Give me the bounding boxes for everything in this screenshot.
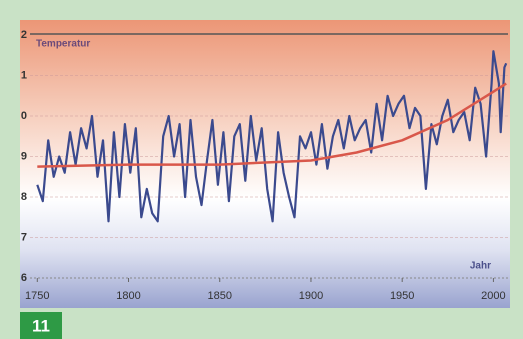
y-tick-label: 9 — [21, 150, 27, 162]
x-tick-label: 1900 — [299, 290, 323, 302]
x-tick-label: 1800 — [116, 290, 140, 302]
y-tick-label: 2 — [21, 29, 27, 41]
y-tick-label: 8 — [21, 191, 27, 203]
y-tick-label: 0 — [21, 110, 27, 122]
badge — [20, 312, 62, 339]
series-line — [37, 82, 507, 168]
annotation: Temperatur — [36, 39, 90, 50]
y-tick-label: 1 — [21, 69, 27, 81]
series-line — [36, 50, 508, 223]
y-tick-label: 6 — [21, 272, 27, 284]
y-tick-label: 7 — [21, 231, 27, 243]
x-tick-label: 1750 — [25, 290, 49, 302]
badge-number: 11 — [32, 316, 50, 335]
x-tick-label: 2000 — [481, 290, 505, 302]
annotation: Jahr — [470, 261, 491, 272]
x-tick-label: 1950 — [390, 290, 414, 302]
x-tick-label: 1850 — [207, 290, 231, 302]
